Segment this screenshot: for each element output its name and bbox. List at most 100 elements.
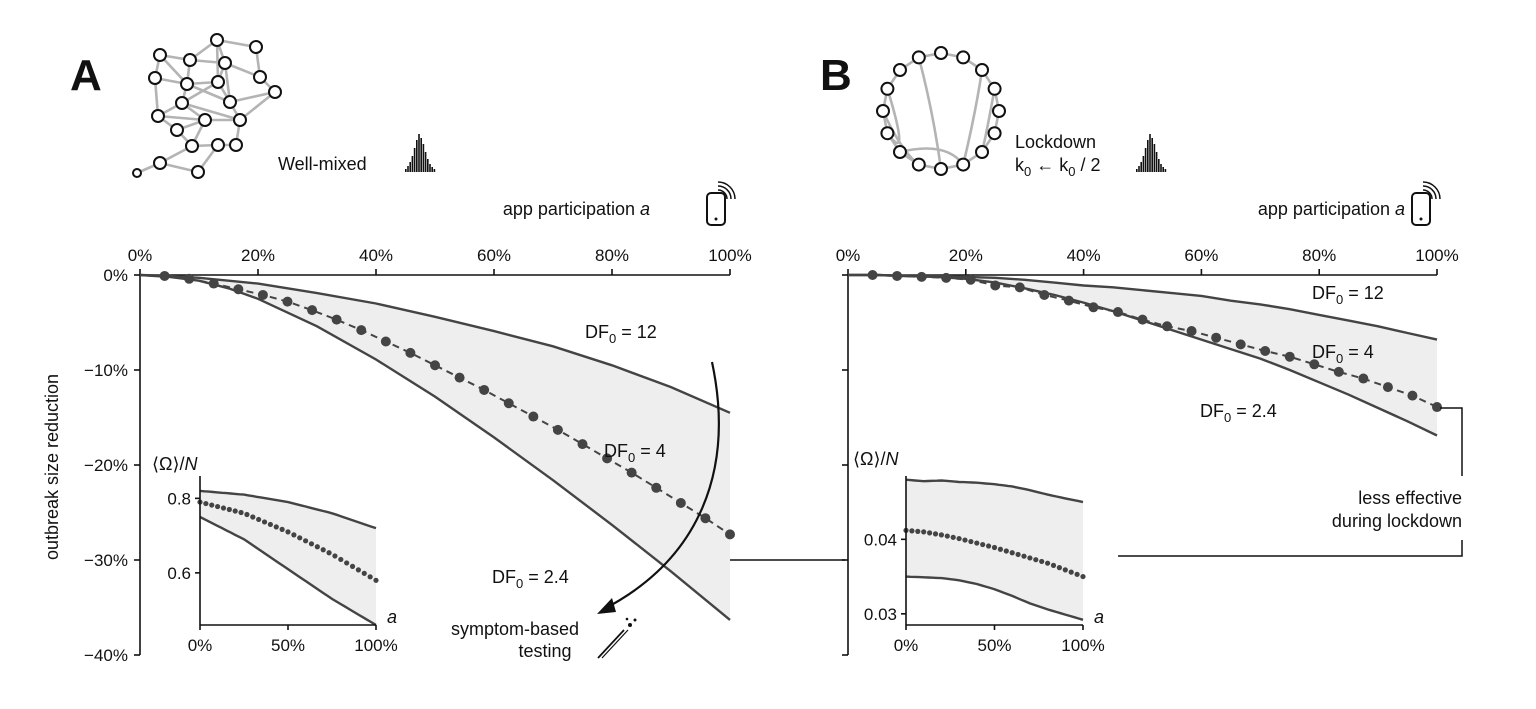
inset-point-df4 bbox=[308, 541, 315, 547]
network-node bbox=[253, 70, 267, 84]
y-tick-label: −40% bbox=[84, 646, 128, 665]
data-point-df4 bbox=[233, 284, 244, 295]
data-point-df4 bbox=[1088, 302, 1099, 313]
histogram-bar bbox=[416, 140, 418, 172]
inset-point-df4 bbox=[1027, 555, 1033, 561]
inset-point-df4 bbox=[215, 503, 221, 510]
lockdown-ring-network-icon bbox=[876, 46, 1006, 176]
data-point-df4 bbox=[1137, 314, 1148, 325]
inset-point-df4 bbox=[950, 534, 956, 540]
inset-point-df4 bbox=[944, 533, 950, 539]
bracket-line-upper bbox=[1440, 407, 1463, 476]
histogram-bar bbox=[411, 156, 414, 172]
data-point-df4 bbox=[1186, 326, 1197, 337]
data-point-df4 bbox=[503, 398, 514, 409]
x-tick-label: 100% bbox=[1415, 246, 1458, 265]
x-tick-label: 80% bbox=[595, 246, 629, 265]
data-point-df4 bbox=[331, 314, 342, 325]
data-point-df4 bbox=[626, 467, 637, 478]
network-node bbox=[175, 96, 189, 110]
inset-point-df4 bbox=[1080, 573, 1086, 580]
x-tick-label: 40% bbox=[359, 246, 393, 265]
network-node bbox=[153, 156, 167, 170]
annotation-symptom-testing-line1: symptom-based bbox=[451, 619, 579, 639]
network-node bbox=[934, 46, 948, 60]
inset-point-df4 bbox=[986, 543, 992, 549]
network-node bbox=[268, 85, 282, 99]
network-node bbox=[233, 113, 247, 127]
inset-point-df4 bbox=[291, 532, 297, 538]
histogram-bar bbox=[1144, 148, 1147, 172]
data-point-df4 bbox=[1260, 346, 1271, 356]
inset-point-df4 bbox=[238, 509, 244, 516]
data-point-df4 bbox=[528, 411, 539, 422]
inset-point-df4 bbox=[932, 531, 939, 537]
inset-x-tick-label: 50% bbox=[271, 636, 305, 655]
histogram-bar bbox=[1151, 138, 1153, 172]
data-point-df4 bbox=[1039, 289, 1050, 300]
data-point-df4 bbox=[675, 498, 686, 508]
test-swab-icon bbox=[597, 617, 637, 659]
inset-point-df4 bbox=[974, 540, 980, 546]
data-point-df4 bbox=[941, 272, 952, 283]
top-axis-label-a: app participation a bbox=[503, 199, 650, 219]
main-axes-a: 0% 20% 40% 60% 80% 100% 0% −10% −20% −30% −40% bbox=[84, 246, 752, 665]
panel-b-letter: B bbox=[820, 51, 852, 100]
inset-point-df4 bbox=[997, 546, 1004, 552]
inset-point-df4 bbox=[320, 547, 326, 553]
inset-point-df4 bbox=[968, 538, 974, 545]
histogram-bar bbox=[1149, 134, 1151, 172]
y-tick-label: −10% bbox=[84, 361, 128, 380]
network-node bbox=[148, 71, 162, 85]
bracket-line-lower bbox=[1118, 540, 1463, 557]
degree-distribution-icon bbox=[1136, 134, 1167, 172]
panel-a: A Well-mixed app participation a 0% 20% 40%… bbox=[70, 33, 845, 665]
data-point-df4 bbox=[552, 424, 563, 435]
network-node bbox=[956, 50, 971, 65]
inset-point-df4 bbox=[332, 553, 338, 559]
network-edge bbox=[181, 101, 241, 122]
phone-icon bbox=[1411, 181, 1441, 226]
data-point-df4 bbox=[990, 280, 1001, 291]
histogram-bar bbox=[413, 148, 416, 172]
data-point-df4 bbox=[1014, 282, 1025, 293]
histogram-bar bbox=[1136, 169, 1138, 172]
inset-point-df4 bbox=[1009, 550, 1015, 556]
inset-point-df4 bbox=[256, 516, 262, 523]
network-node bbox=[956, 157, 971, 172]
inset-x-tick-label: 0% bbox=[188, 636, 213, 655]
x-tick-label: 40% bbox=[1067, 246, 1101, 265]
network-node bbox=[934, 162, 948, 176]
inset-point-df4 bbox=[279, 526, 285, 532]
inset-point-df4 bbox=[314, 544, 320, 550]
data-point-df4 bbox=[356, 325, 367, 336]
histogram-bar bbox=[405, 169, 407, 172]
x-tick-label: 0% bbox=[836, 246, 861, 265]
data-point-df4 bbox=[159, 270, 170, 281]
series-label-df12-a: DF0 = 12 bbox=[585, 322, 657, 346]
data-point-df4 bbox=[1112, 307, 1123, 318]
inset-x-tick-label: 100% bbox=[1061, 636, 1104, 655]
x-tick-label: 60% bbox=[1184, 246, 1218, 265]
network-node bbox=[249, 40, 263, 54]
y-axis-label: outbreak size reduction bbox=[42, 374, 62, 560]
x-tick-label: 100% bbox=[708, 246, 751, 265]
network-node bbox=[892, 145, 907, 160]
series-label-df4-b: DF0 = 4 bbox=[1312, 342, 1374, 366]
confidence-band bbox=[848, 275, 1437, 436]
data-point-df4 bbox=[430, 360, 440, 371]
inset-point-df4 bbox=[1003, 548, 1009, 554]
inset-line-df2-4 bbox=[905, 575, 1084, 621]
panel-a-letter: A bbox=[70, 51, 102, 100]
data-point-df4 bbox=[602, 453, 613, 464]
network-edge bbox=[229, 90, 276, 104]
x-tick-label: 20% bbox=[949, 246, 983, 265]
data-point-df4 bbox=[1063, 295, 1074, 306]
inset-point-df4 bbox=[938, 532, 945, 538]
plot-area-a bbox=[139, 270, 735, 621]
network-node bbox=[987, 81, 1002, 96]
well-mixed-network-icon bbox=[132, 33, 282, 179]
inset-x-tick-label: 0% bbox=[894, 636, 919, 655]
data-point-df4 bbox=[577, 439, 588, 450]
